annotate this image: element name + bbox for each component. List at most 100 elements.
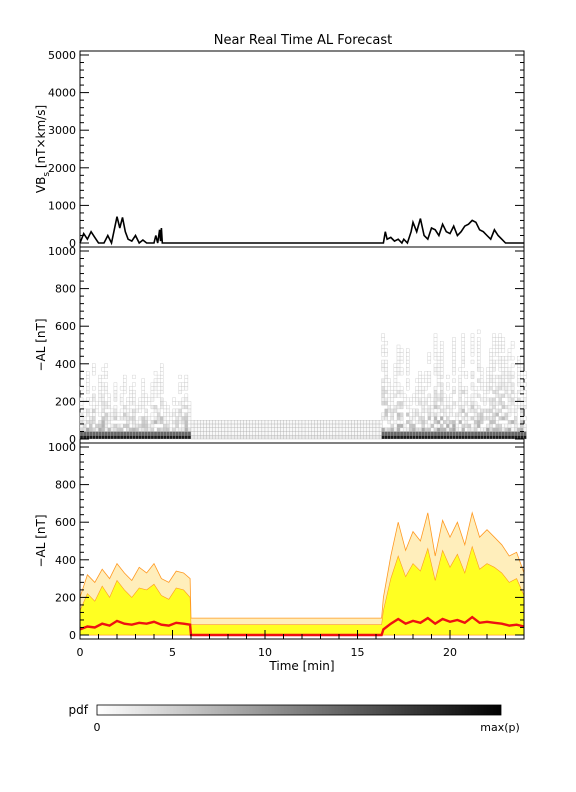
pdf-cell [406, 371, 410, 376]
pdf-cell [430, 431, 435, 436]
vbs-y-tick-label: 3000 [48, 124, 76, 137]
pdf-cell [476, 427, 481, 432]
pdf-cell [283, 431, 287, 436]
pdf-cell [89, 420, 93, 425]
pdf-cell [436, 423, 441, 428]
pdf-cell [402, 393, 407, 398]
pdf-cell [123, 386, 127, 391]
pdf-cell [443, 412, 447, 417]
pdf-cell [501, 341, 506, 346]
pdf-cell [341, 420, 346, 425]
vbs-y-tick-label: 2000 [48, 162, 76, 175]
pdf-cell [427, 382, 432, 387]
pdf-cell [123, 431, 127, 436]
pdf-cell [341, 431, 346, 436]
pdf-cell [181, 416, 185, 421]
pdf-cell [267, 435, 272, 440]
pdf-cell [390, 423, 395, 428]
pdf-cell [390, 427, 395, 432]
pdf-cell [470, 359, 475, 364]
pdf-cell [332, 420, 337, 425]
pdf-cell [498, 363, 502, 368]
pdf-cell [98, 412, 102, 417]
pdf-cell [172, 427, 176, 432]
pdf-cell [119, 401, 124, 406]
pdf-cell [470, 408, 475, 413]
pdf-cell [406, 352, 410, 357]
pdf-cell [473, 386, 478, 391]
pdf-cell [98, 374, 102, 379]
pdf-cell [218, 427, 222, 432]
pdf-cell [498, 378, 502, 383]
pdf-cell [110, 416, 115, 421]
pdf-cell [348, 435, 352, 440]
pdf-cell [517, 427, 521, 432]
pdf-cell [147, 401, 152, 406]
pdf-cell [439, 401, 444, 406]
pdf-cell [160, 431, 164, 436]
pdf-cell [476, 356, 481, 361]
pdf-cell [197, 435, 201, 440]
pdf-cell [150, 382, 155, 387]
pdf-cell [153, 435, 158, 440]
pdf-cell [234, 423, 238, 428]
pdf-cell [513, 397, 518, 402]
pdf-cell [443, 435, 447, 440]
pdf-cell [421, 408, 425, 413]
pdf-cell [507, 352, 512, 357]
pdf-cell [384, 431, 388, 436]
pdf-cell [357, 435, 361, 440]
pdf-cell [184, 386, 189, 391]
pdf-cell [184, 412, 189, 417]
pdf-cell [110, 431, 115, 436]
pdf-cell [396, 405, 401, 410]
pdf-cell [92, 363, 96, 368]
pdf-cell [433, 356, 438, 361]
pdf-cell [271, 423, 275, 428]
pdf-cell [489, 371, 493, 376]
pdf-cell [464, 401, 469, 406]
pdf-cell [489, 348, 493, 353]
pdf-cell [396, 431, 401, 436]
pdf-cell [501, 344, 506, 349]
pdf-cell [360, 431, 364, 436]
pdf-cell [517, 378, 521, 383]
pdf-cell [384, 374, 388, 379]
pdf-cell [489, 423, 493, 428]
pdf-cell [461, 333, 465, 338]
pdf-cell [433, 363, 438, 368]
pdf-cell [396, 367, 401, 372]
pdf-cell [147, 397, 152, 402]
pdf-cell [436, 412, 441, 417]
pdf-cell [258, 420, 263, 425]
pdf-cell [421, 420, 425, 425]
pdf-cell [286, 420, 290, 425]
pdf-cell [329, 420, 333, 425]
pdf-cell [507, 431, 512, 436]
pdf-cell [104, 420, 108, 425]
pdf-cell [390, 401, 395, 406]
pdf-cell [363, 423, 367, 428]
pdf-cell [399, 393, 404, 398]
pdf-cell [396, 389, 401, 395]
pdf-cell [523, 423, 527, 428]
pdf-cell [86, 378, 90, 383]
pdf-cell [492, 427, 496, 432]
pdf-cell [153, 408, 158, 413]
pdf-cell [480, 416, 484, 421]
pdf-cell [424, 371, 428, 376]
pdf-cell [483, 401, 487, 406]
pdf-cell [412, 412, 416, 417]
pdf-cell [187, 420, 192, 425]
pdf-cell [495, 423, 499, 428]
pdf-cell [283, 423, 287, 428]
pdf-cell [390, 397, 395, 402]
pdf-cell [406, 367, 410, 372]
pdf-cell [418, 427, 422, 432]
pdf-cell [446, 401, 450, 406]
pdf-cell [498, 333, 502, 338]
pdf-cell [116, 435, 121, 440]
pdf-cell [178, 427, 182, 432]
pdf-cell [492, 412, 496, 417]
pdf-cell [172, 420, 176, 425]
